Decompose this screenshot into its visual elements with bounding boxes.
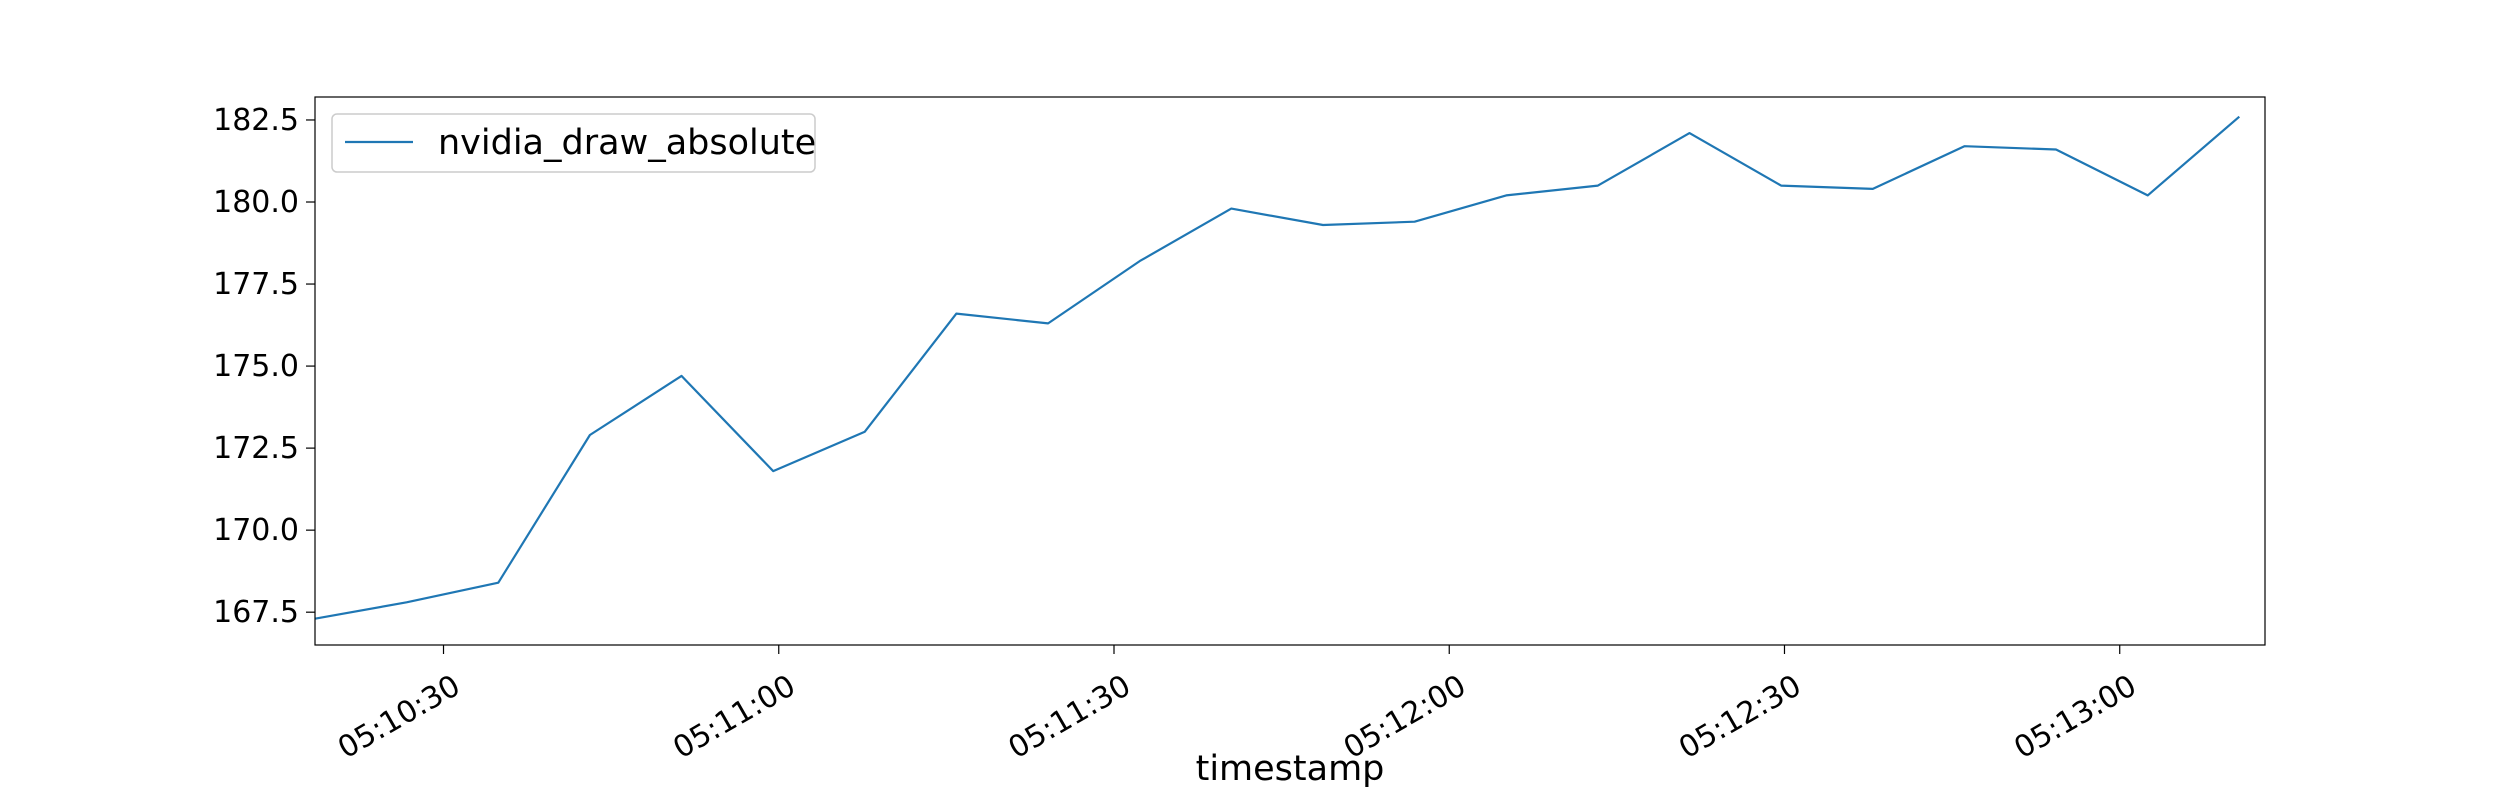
x-tick-label: 05:11:00 [667,668,801,766]
y-tick-label: 170.0 [213,513,299,548]
plot-background [315,97,2265,645]
x-tick-label: 05:13:00 [2008,668,2142,766]
plot-frame [314,96,2266,646]
x-axis-title: timestamp [1196,749,1385,789]
series-line-nvidia-draw-absolute [314,115,2241,620]
y-axis: 167.5 170.0 172.5 175.0 177.5 180.0 182.5 [213,103,315,630]
y-tick-label: 175.0 [213,349,299,384]
legend-label-nvidia-draw-absolute: nvidia_draw_absolute [438,123,816,163]
y-tick-label: 167.5 [213,595,299,630]
y-tick-label: 180.0 [213,185,299,220]
x-tick-label: 05:11:30 [1003,668,1137,766]
legend: nvidia_draw_absolute [331,113,816,173]
legend-box [331,113,816,173]
x-axis: 05:10:30 05:11:00 05:11:30 05:12:00 05:12:30… [332,645,2143,766]
x-tick-label: 05:10:30 [332,668,466,766]
y-tick-label: 177.5 [213,267,299,302]
x-tick-label: 05:12:30 [1673,668,1807,766]
y-tick-label: 172.5 [213,431,299,466]
y-tick-label: 182.5 [213,103,299,138]
plot-area [314,96,2266,646]
